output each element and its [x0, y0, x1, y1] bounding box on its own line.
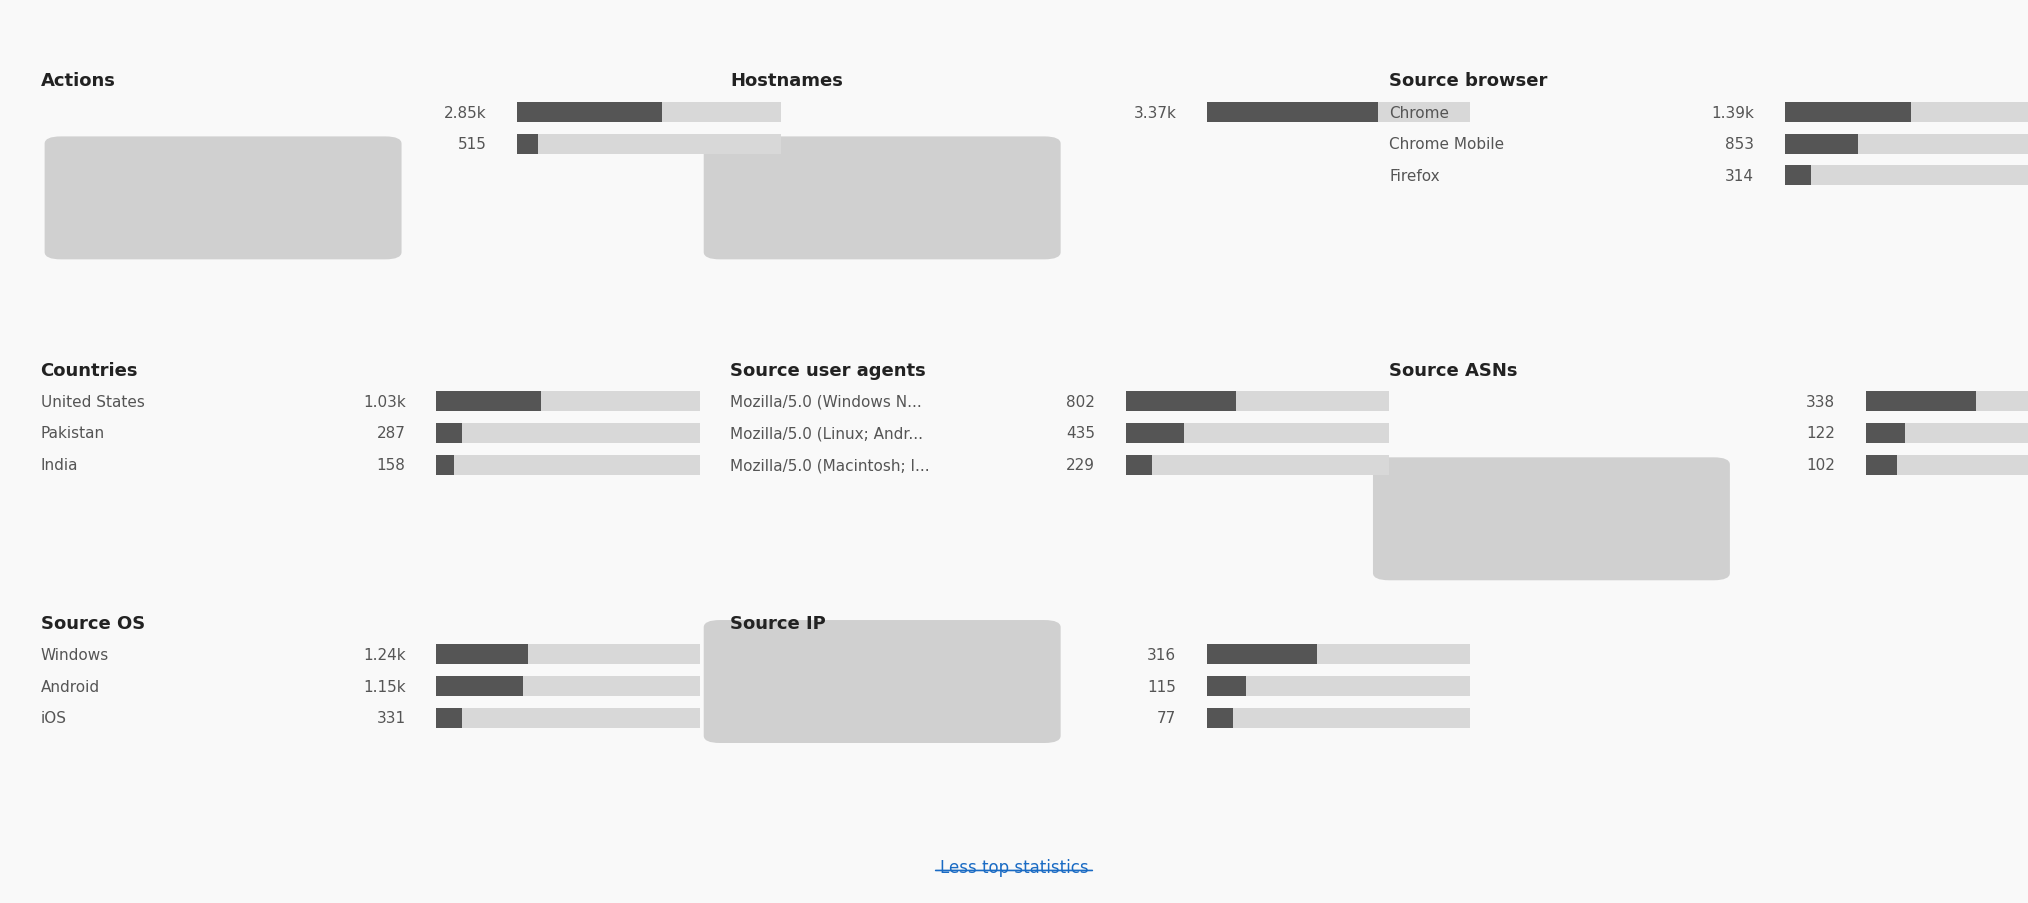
FancyBboxPatch shape: [704, 620, 1061, 743]
Bar: [1207, 676, 1470, 696]
Bar: [1207, 676, 1245, 696]
Text: 314: 314: [1726, 169, 1754, 183]
Bar: [436, 424, 462, 443]
Bar: [1207, 645, 1318, 665]
Bar: [1207, 103, 1379, 123]
Bar: [436, 645, 700, 665]
Bar: [436, 455, 700, 475]
Text: 1.03k: 1.03k: [363, 395, 406, 409]
Text: Source browser: Source browser: [1389, 72, 1547, 90]
Text: Hostnames: Hostnames: [730, 72, 844, 90]
Bar: [1126, 392, 1237, 412]
Bar: [436, 708, 462, 728]
Text: 338: 338: [1807, 395, 1835, 409]
Bar: [1785, 103, 2028, 123]
Bar: [1126, 392, 1389, 412]
Text: 158: 158: [377, 458, 406, 472]
Text: 115: 115: [1148, 679, 1176, 694]
Bar: [1126, 455, 1389, 475]
Text: India: India: [41, 458, 77, 472]
Bar: [1126, 455, 1152, 475]
Text: 77: 77: [1158, 711, 1176, 725]
Bar: [1785, 103, 1910, 123]
Text: Countries: Countries: [41, 361, 138, 379]
Bar: [1866, 392, 2028, 412]
Text: 102: 102: [1807, 458, 1835, 472]
Text: Source ASNs: Source ASNs: [1389, 361, 1517, 379]
Text: Firefox: Firefox: [1389, 169, 1440, 183]
Text: Source IP: Source IP: [730, 614, 825, 632]
Bar: [436, 455, 454, 475]
Text: Less top statistics: Less top statistics: [939, 858, 1089, 876]
Bar: [517, 135, 781, 154]
FancyBboxPatch shape: [45, 137, 402, 260]
Text: Mozilla/5.0 (Linux; Andr...: Mozilla/5.0 (Linux; Andr...: [730, 426, 923, 441]
Bar: [436, 676, 700, 696]
Text: 3.37k: 3.37k: [1134, 106, 1176, 120]
Text: 435: 435: [1067, 426, 1095, 441]
Bar: [436, 424, 700, 443]
Text: 515: 515: [458, 137, 487, 152]
Text: Chrome Mobile: Chrome Mobile: [1389, 137, 1505, 152]
Text: Mozilla/5.0 (Macintosh; I...: Mozilla/5.0 (Macintosh; I...: [730, 458, 929, 472]
Bar: [1866, 424, 2028, 443]
Bar: [436, 676, 523, 696]
Bar: [1866, 455, 1898, 475]
Text: Android: Android: [41, 679, 99, 694]
Bar: [1207, 645, 1470, 665]
Bar: [436, 708, 700, 728]
Text: 122: 122: [1807, 426, 1835, 441]
Bar: [1126, 424, 1184, 443]
Bar: [1126, 424, 1389, 443]
Text: Actions: Actions: [41, 72, 116, 90]
Bar: [1866, 424, 1906, 443]
Bar: [1866, 392, 1977, 412]
Bar: [1866, 455, 2028, 475]
Text: Windows: Windows: [41, 647, 110, 662]
Text: 1.24k: 1.24k: [363, 647, 406, 662]
Bar: [436, 645, 527, 665]
Bar: [1785, 166, 2028, 186]
Bar: [1785, 135, 1858, 154]
Text: 287: 287: [377, 426, 406, 441]
Text: Mozilla/5.0 (Windows N...: Mozilla/5.0 (Windows N...: [730, 395, 923, 409]
Bar: [1785, 135, 2028, 154]
Bar: [436, 392, 541, 412]
Bar: [1207, 708, 1233, 728]
Bar: [436, 392, 700, 412]
FancyBboxPatch shape: [1373, 458, 1730, 581]
Text: 229: 229: [1067, 458, 1095, 472]
Bar: [517, 103, 781, 123]
Text: 331: 331: [377, 711, 406, 725]
FancyBboxPatch shape: [704, 137, 1061, 260]
Bar: [517, 103, 663, 123]
Text: Source OS: Source OS: [41, 614, 144, 632]
Text: 1.15k: 1.15k: [363, 679, 406, 694]
Text: 1.39k: 1.39k: [1712, 106, 1754, 120]
Text: Chrome: Chrome: [1389, 106, 1450, 120]
Text: 802: 802: [1067, 395, 1095, 409]
Text: 2.85k: 2.85k: [444, 106, 487, 120]
Bar: [517, 135, 537, 154]
Bar: [1207, 103, 1470, 123]
Bar: [1207, 708, 1470, 728]
Text: iOS: iOS: [41, 711, 67, 725]
Bar: [1785, 166, 1811, 186]
Text: Pakistan: Pakistan: [41, 426, 105, 441]
Text: Source user agents: Source user agents: [730, 361, 927, 379]
Text: United States: United States: [41, 395, 144, 409]
Text: 316: 316: [1148, 647, 1176, 662]
Text: 853: 853: [1726, 137, 1754, 152]
